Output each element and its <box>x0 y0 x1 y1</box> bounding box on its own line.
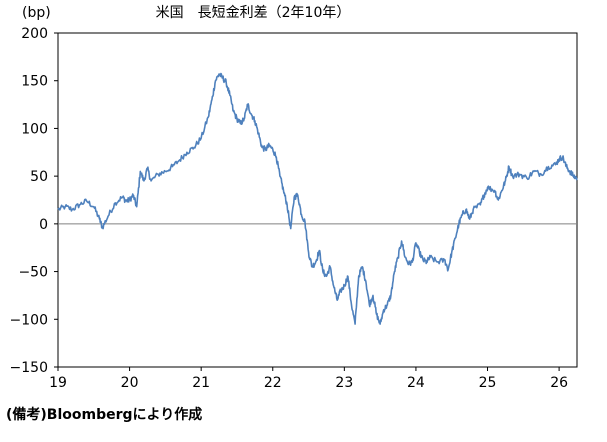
series-layer <box>57 72 578 325</box>
y-tick-label: 50 <box>30 169 48 185</box>
y-tick-label: 100 <box>21 121 48 137</box>
plot-area-frame <box>57 32 578 368</box>
x-tick-label: 22 <box>264 375 282 391</box>
y-tick-label: −50 <box>18 265 48 281</box>
x-tick-label: 21 <box>192 375 210 391</box>
x-tick-label: 20 <box>121 375 139 391</box>
y-axis: 200 150 100 50 0 −50 −100 −150 <box>10 26 58 376</box>
y-tick-label: 150 <box>21 74 48 90</box>
source-footnote: (備考)Bloombergにより作成 <box>6 407 203 423</box>
chart-title: 米国 長短金利差（2年10年） <box>156 5 351 21</box>
x-tick-label: 23 <box>335 375 353 391</box>
x-tick-label: 19 <box>49 375 67 391</box>
x-tick-label: 24 <box>407 375 425 391</box>
y-tick-label: −150 <box>10 360 48 376</box>
y-tick-label: −100 <box>10 312 48 328</box>
x-tick-label: 25 <box>479 375 497 391</box>
y-tick-label: 200 <box>21 26 48 42</box>
x-tick-label: 26 <box>550 375 568 391</box>
x-axis: 19 20 21 22 23 24 25 26 <box>49 367 568 391</box>
series-line <box>57 72 578 325</box>
y-axis-unit-label: (bp) <box>22 5 51 21</box>
y-tick-label: 0 <box>39 217 48 233</box>
